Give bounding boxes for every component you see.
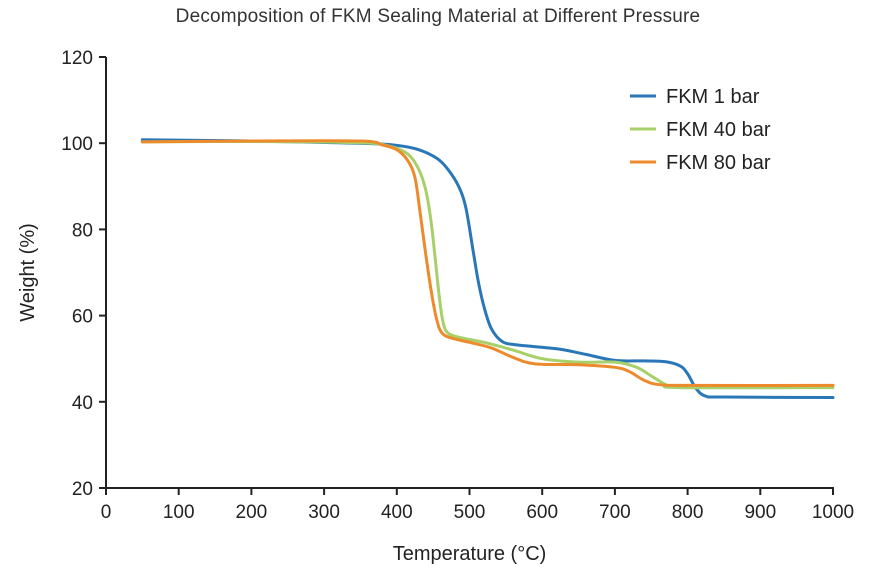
y-tick-label: 20	[72, 479, 93, 500]
x-ticks: 0 100 200 300 400 500 600 700 800 900 1000	[101, 488, 854, 523]
legend-label: FKM 1 bar	[666, 86, 760, 108]
x-tick-label: 300	[308, 502, 340, 523]
x-tick-label: 500	[454, 502, 486, 523]
legend-label: FKM 80 bar	[666, 152, 771, 174]
x-tick-label: 400	[381, 502, 413, 523]
x-tick-label: 600	[526, 502, 558, 523]
x-axis-label: Temperature (°C)	[393, 543, 547, 565]
x-tick-label: 200	[236, 502, 268, 523]
y-tick-label: 60	[72, 307, 93, 328]
x-tick-label: 0	[101, 502, 112, 523]
series-line-fkm-80-bar	[140, 139, 835, 387]
chart-title: Decomposition of FKM Sealing Material at…	[175, 6, 701, 27]
y-tick-label: 80	[72, 220, 93, 241]
series-lines	[140, 138, 835, 399]
x-tick-label: 800	[672, 502, 704, 523]
y-tick-label: 120	[61, 48, 93, 69]
y-tick-label: 40	[72, 393, 93, 414]
x-tick-label: 700	[599, 502, 631, 523]
legend-label: FKM 40 bar	[666, 119, 771, 141]
legend: FKM 1 bar FKM 40 bar FKM 80 bar	[630, 86, 771, 174]
series-line-fkm-40-bar	[140, 139, 835, 390]
x-tick-label: 1000	[812, 502, 854, 523]
x-tick-label: 100	[163, 502, 195, 523]
y-ticks: 20 40 60 80 100 120	[61, 48, 106, 500]
y-tick-label: 100	[61, 134, 93, 155]
y-axis-label: Weight (%)	[17, 223, 39, 322]
x-tick-label: 900	[744, 502, 776, 523]
series-line-fkm-1-bar	[140, 138, 835, 399]
